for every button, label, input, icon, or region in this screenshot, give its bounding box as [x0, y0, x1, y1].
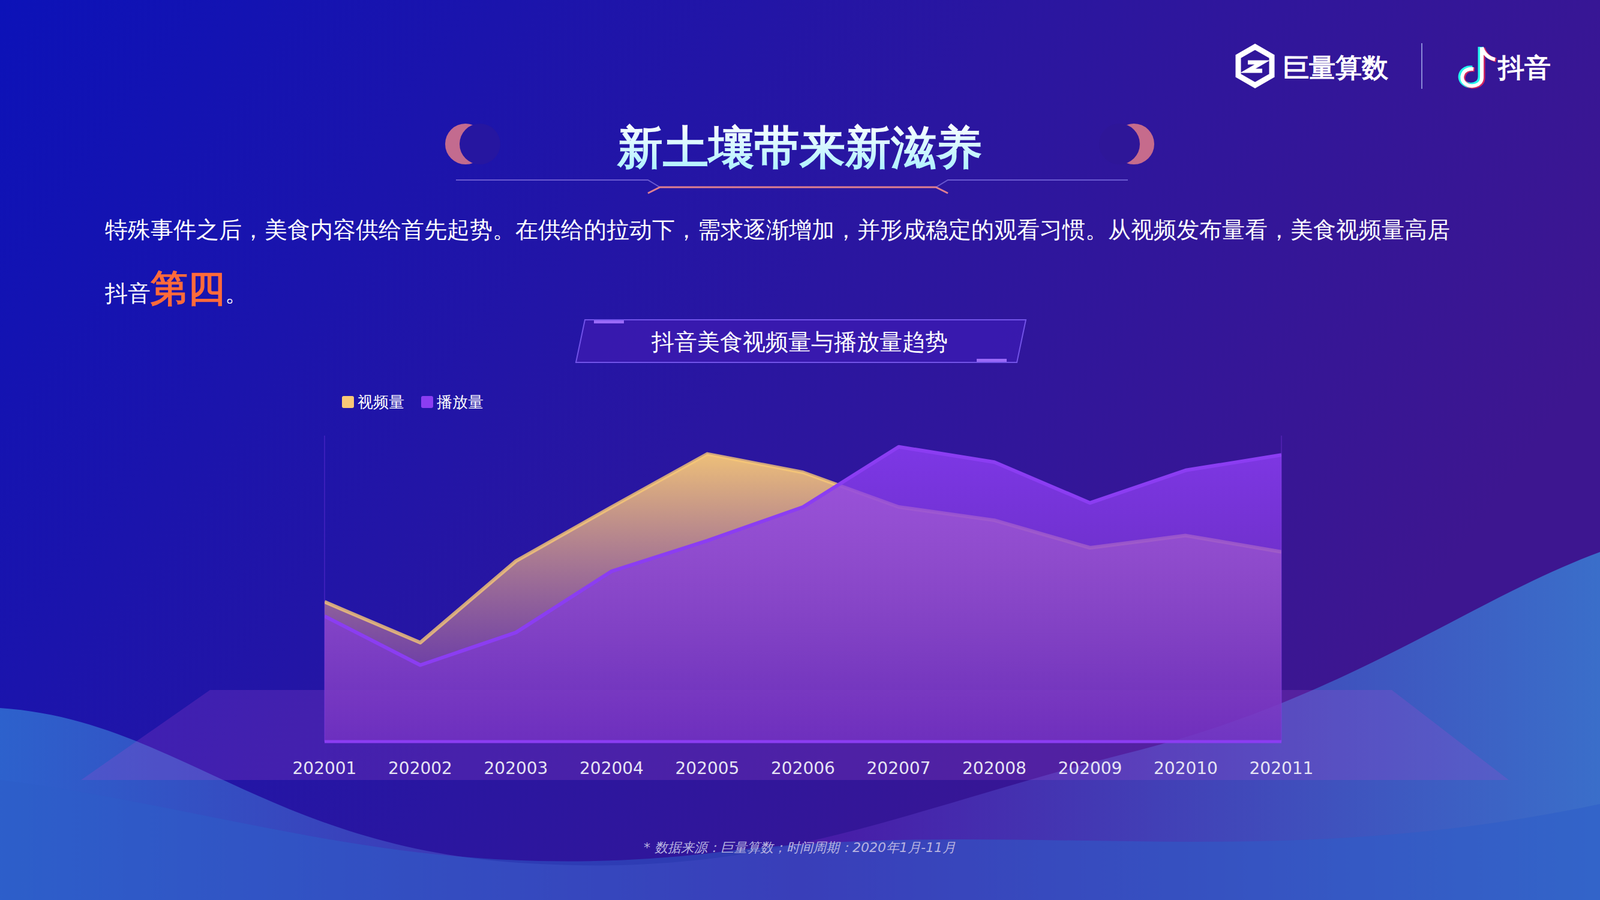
- logo-juliang: 巨量算数: [1238, 46, 1389, 86]
- area-line: [324, 446, 1282, 666]
- x-tick-label: 202001: [292, 758, 357, 779]
- x-tick-label: 202004: [579, 758, 644, 779]
- title: 新土壤带来新滋养: [616, 120, 983, 174]
- logo-text: 巨量算数: [1282, 52, 1389, 83]
- plot-edge: [1280, 435, 1283, 742]
- logo-divider: [1421, 43, 1423, 89]
- chart-title-deco: [976, 358, 1007, 362]
- area-fill: [324, 446, 1282, 742]
- legend: 视频量 播放量: [341, 392, 484, 411]
- paragraph-text: 抖音: [104, 280, 151, 307]
- plot-edge: [323, 435, 326, 742]
- logo-text: 抖音: [1496, 52, 1551, 83]
- chart-title-box: [575, 319, 1026, 363]
- logo-icon: [1247, 62, 1263, 71]
- paragraph: 抖音第四。: [104, 266, 248, 311]
- legend-swatch: [421, 395, 434, 408]
- x-tick-label: 202011: [1249, 758, 1314, 779]
- x-tick-label: 202008: [962, 758, 1027, 779]
- chart-title-deco: [593, 320, 624, 324]
- plot-area: [324, 446, 1282, 742]
- x-tick-label: 202002: [388, 758, 453, 779]
- paragraph-text: 。: [224, 280, 248, 307]
- paragraph: 特殊事件之后，美食内容供给首先起势。在供给的拉动下，需求逐渐增加，并形成稳定的观…: [104, 216, 1451, 243]
- title-deco: [459, 123, 501, 165]
- x-tick-label: 202010: [1153, 758, 1218, 779]
- chart-title: 抖音美食视频量与播放量趋势: [650, 328, 948, 356]
- x-axis-line: [324, 740, 1282, 744]
- footnote: * 数据来源：巨量算数；时间周期：2020年1月-11月: [643, 839, 956, 855]
- x-tick-label: 202005: [675, 758, 740, 779]
- x-tick-label: 202007: [866, 758, 932, 779]
- x-tick-label: 202006: [770, 758, 836, 779]
- x-tick-label: 202009: [1058, 758, 1123, 779]
- wave: [0, 779, 1600, 900]
- legend-label: 播放量: [436, 392, 484, 411]
- legend-swatch: [341, 395, 354, 408]
- title-deco: [1099, 123, 1140, 165]
- title-underline: [455, 179, 1128, 188]
- paragraph-highlight: 第四: [149, 266, 225, 311]
- x-tick-label: 202003: [484, 758, 549, 779]
- logo-icon: [1462, 47, 1496, 86]
- background: [0, 0, 1600, 900]
- page: 巨量算数抖音新土壤带来新滋养特殊事件之后，美食内容供给首先起势。在供给的拉动下，…: [0, 0, 1600, 900]
- title-underline: [647, 187, 948, 194]
- logo-douyin: 抖音: [1460, 46, 1551, 87]
- legend-label: 视频量: [357, 392, 405, 411]
- logo-icon: [1238, 46, 1272, 86]
